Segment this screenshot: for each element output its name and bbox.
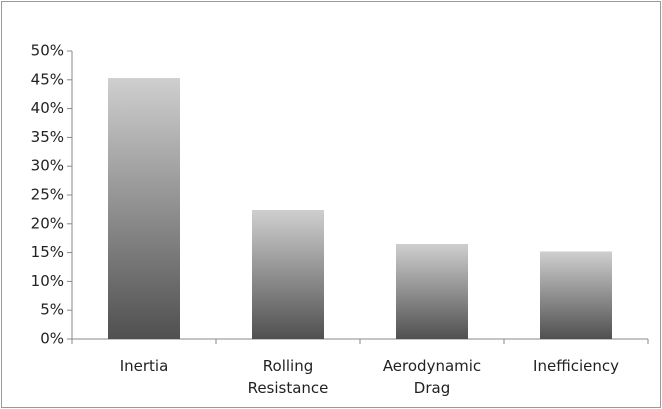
x-tick-label: Rolling Resistance	[247, 357, 329, 397]
y-tick-label: 20%	[31, 214, 64, 232]
bar	[540, 251, 612, 339]
x-tick-label: Inertia	[119, 357, 169, 375]
y-tick-label: 15%	[31, 243, 64, 261]
bar	[252, 209, 324, 339]
y-tick-label: 50%	[31, 42, 64, 60]
y-tick-label: 5%	[40, 301, 64, 319]
y-tick-label: 0%	[40, 330, 64, 348]
x-tick-label: Aerodynamic Drag	[382, 357, 482, 397]
y-tick-label: 25%	[31, 186, 64, 204]
y-tick-label: 35%	[31, 128, 64, 146]
y-tick-label: 10%	[31, 272, 64, 290]
y-tick-label: 30%	[31, 157, 64, 175]
bar	[396, 243, 468, 339]
bar	[108, 78, 180, 340]
x-tick-label: Inefficiency	[533, 357, 619, 375]
y-tick-label: 40%	[31, 99, 64, 117]
y-tick-label: 45%	[31, 70, 64, 88]
